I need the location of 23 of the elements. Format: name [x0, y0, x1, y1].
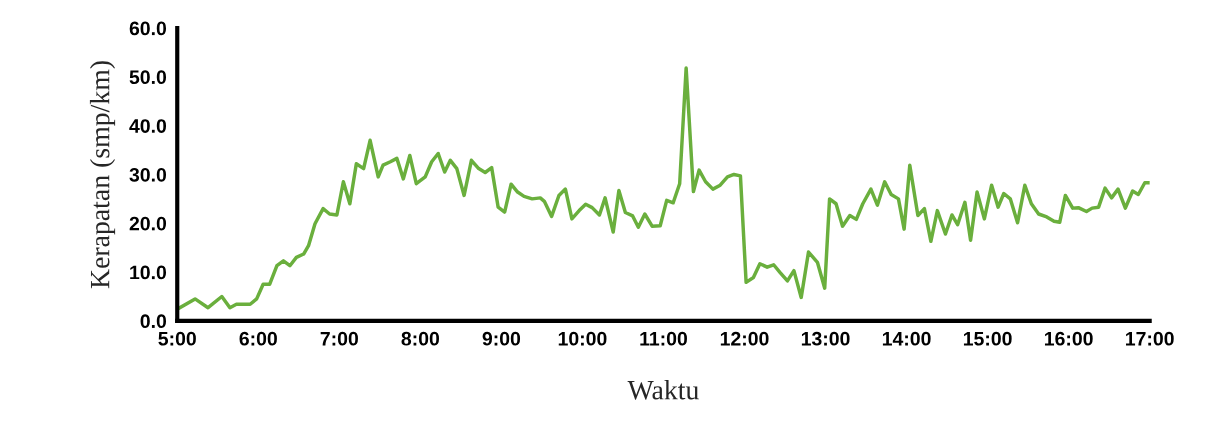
y-tick-label: 30.0 — [129, 167, 167, 182]
y-tick-label: 0.0 — [140, 314, 167, 329]
x-tick-label: 14:00 — [882, 331, 931, 346]
x-tick-label: 8:00 — [401, 331, 440, 346]
y-tick-label: 60.0 — [129, 21, 167, 36]
y-tick-label: 40.0 — [129, 119, 167, 133]
y-tick-label: 50.0 — [129, 70, 167, 85]
x-tick-label: 10:00 — [558, 331, 607, 346]
x-tick-label: 17:00 — [1126, 331, 1174, 346]
x-tick-label: 6:00 — [239, 331, 277, 346]
y-tick-label: 20.0 — [129, 216, 167, 231]
x-axis-title: Waktu — [627, 379, 699, 400]
line-series — [177, 66, 1150, 311]
x-tick-label: 15:00 — [963, 331, 1012, 346]
x-tick-label: 16:00 — [1044, 331, 1093, 346]
x-tick-label: 13:00 — [801, 331, 850, 346]
x-tick-label: 9:00 — [482, 331, 521, 346]
x-tick-label: 5:00 — [158, 331, 196, 346]
x-tick-label: 11:00 — [640, 331, 687, 346]
x-tick-label: 7:00 — [320, 331, 358, 346]
y-axis-title: Kerapatan (smp/km) — [89, 61, 116, 289]
y-tick-label: 10.0 — [130, 265, 167, 280]
x-tick-label: 12:00 — [720, 331, 769, 346]
